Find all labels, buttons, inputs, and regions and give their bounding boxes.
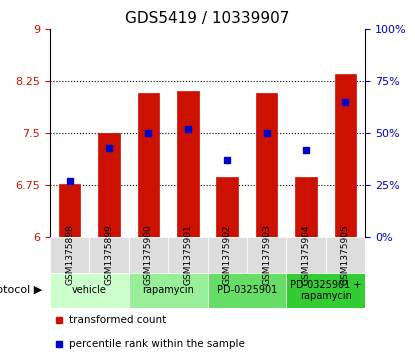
Text: transformed count: transformed count [69,315,166,325]
FancyBboxPatch shape [326,237,365,273]
Bar [137,94,159,237]
FancyBboxPatch shape [286,273,365,308]
Bar [59,184,81,237]
Text: rapamycin: rapamycin [142,285,194,295]
FancyBboxPatch shape [168,237,208,273]
Bar [177,91,199,237]
Text: GSM1375899: GSM1375899 [105,224,113,285]
Text: GSM1375900: GSM1375900 [144,224,153,285]
Text: GSM1375898: GSM1375898 [65,224,74,285]
Text: PD-0325901: PD-0325901 [217,285,277,295]
FancyBboxPatch shape [129,273,208,308]
FancyBboxPatch shape [50,273,129,308]
FancyBboxPatch shape [208,273,286,308]
Text: percentile rank within the sample: percentile rank within the sample [69,339,244,349]
Text: GSM1375904: GSM1375904 [302,224,310,285]
FancyBboxPatch shape [208,237,247,273]
Text: GSM1375901: GSM1375901 [183,224,192,285]
Bar [295,177,317,237]
Text: protocol ▶: protocol ▶ [0,285,42,295]
FancyBboxPatch shape [50,237,89,273]
Text: GSM1375903: GSM1375903 [262,224,271,285]
Text: GSM1375905: GSM1375905 [341,224,350,285]
Bar [256,93,278,237]
Text: GDS5419 / 10339907: GDS5419 / 10339907 [125,11,290,26]
FancyBboxPatch shape [89,237,129,273]
FancyBboxPatch shape [129,237,168,273]
FancyBboxPatch shape [286,237,326,273]
Bar [334,74,356,237]
Text: GSM1375902: GSM1375902 [223,224,232,285]
Bar [98,133,120,237]
FancyBboxPatch shape [247,237,286,273]
Text: vehicle: vehicle [72,285,107,295]
Text: PD-0325901 +
rapamycin: PD-0325901 + rapamycin [290,280,361,301]
Bar [216,177,238,237]
